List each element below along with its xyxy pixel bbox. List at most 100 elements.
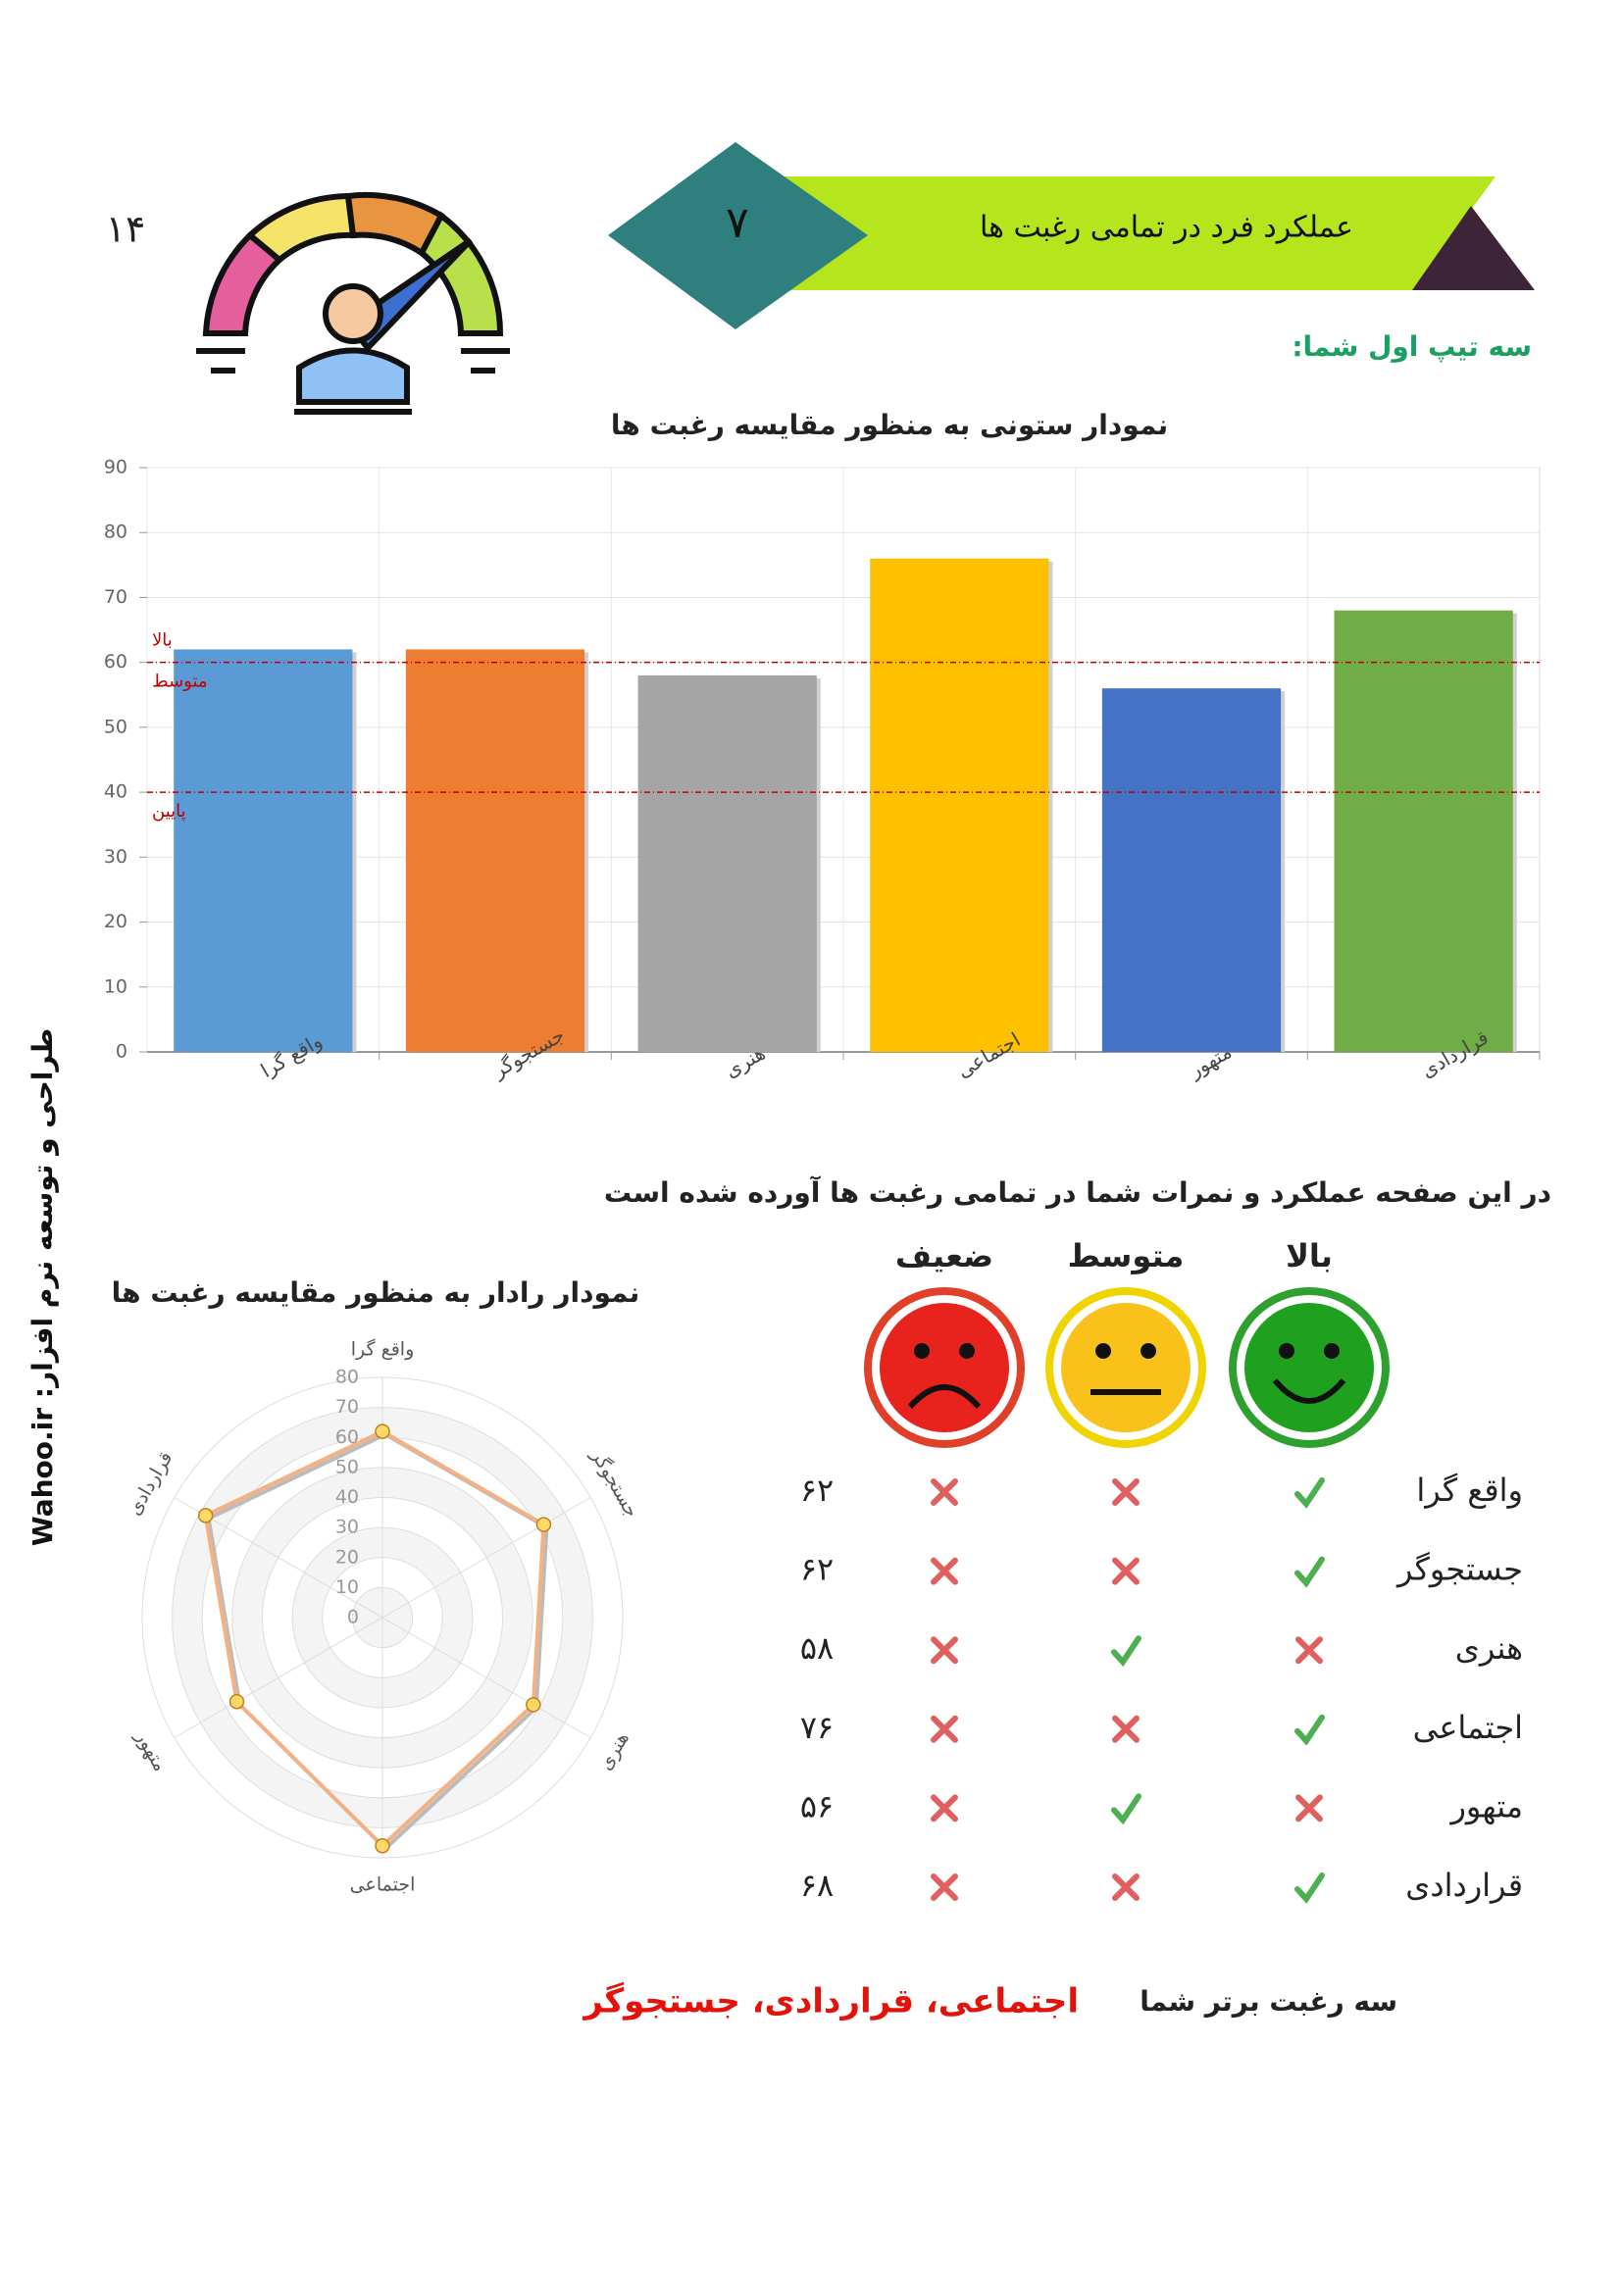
cross-mark-path [1112, 1715, 1140, 1743]
y-tick-label: 40 [104, 781, 127, 803]
row-score: ۵۶ [800, 1787, 834, 1824]
radar-tick-label: 20 [335, 1546, 359, 1568]
radar-category-label: واقع گرا [351, 1338, 415, 1361]
radar-point [228, 1694, 245, 1710]
radar-point [197, 1508, 214, 1523]
radar-tick-label: 30 [335, 1517, 359, 1538]
cross-mark-path [1295, 1794, 1323, 1822]
bar [637, 674, 817, 1052]
cross-mark [931, 1873, 958, 1901]
footer-value: اجتماعی، قراردادی، جستجوگر [582, 1982, 1079, 2021]
column-header: ضعیف [895, 1237, 993, 1274]
cross-mark-path [931, 1794, 958, 1822]
cross-mark [1295, 1794, 1323, 1822]
cross-mark-path [931, 1478, 958, 1506]
cross-mark [1112, 1715, 1140, 1743]
check-mark-path [1111, 1635, 1141, 1668]
check-mark-path [1294, 1556, 1325, 1588]
cross-mark-path [931, 1873, 958, 1901]
row-score: ۵۸ [800, 1629, 834, 1667]
reference-label: متوسط [152, 672, 208, 692]
y-tick-label: 0 [116, 1041, 127, 1063]
header-title: عملکرد فرد در تمامی رغبت ها [980, 211, 1353, 245]
bar [1101, 688, 1282, 1052]
cross-mark [1112, 1873, 1140, 1901]
check-mark [1294, 1714, 1325, 1746]
check-mark [1294, 1556, 1325, 1588]
radar-tick-label: 40 [335, 1486, 359, 1508]
radar-point [375, 1423, 390, 1439]
row-name: اجتماعی [1413, 1709, 1523, 1746]
subtitle: سه تیپ اول شما: [1292, 330, 1532, 363]
cross-mark-path [1112, 1873, 1140, 1901]
check-mark [1111, 1635, 1141, 1668]
row-score: ۷۶ [800, 1709, 834, 1746]
description: در این صفحه عملکرد و نمرات شما در تمامی … [604, 1175, 1551, 1209]
bar [1334, 610, 1513, 1052]
check-mark-path [1111, 1793, 1141, 1825]
radar-tick-label: 80 [335, 1367, 359, 1388]
cross-mark-path [1112, 1478, 1140, 1506]
row-name: قراردادی [1405, 1867, 1523, 1904]
reference-label: بالا [152, 630, 173, 651]
y-tick-label: 20 [104, 911, 127, 932]
cross-mark [931, 1794, 958, 1822]
y-tick-label: 50 [104, 716, 127, 737]
radar-tick-label: 0 [347, 1607, 359, 1628]
y-tick-label: 90 [104, 457, 127, 478]
radar-tick-label: 60 [335, 1426, 359, 1448]
radar-chart-title: نمودار رادار به منظور مقایسه رغبت ها [112, 1276, 640, 1309]
check-mark [1111, 1793, 1141, 1825]
cross-mark-path [931, 1636, 958, 1665]
radar-spoke [381, 1497, 591, 1619]
cross-mark-path [931, 1557, 958, 1585]
radar-tick-label: 10 [335, 1576, 359, 1598]
face-high [1229, 1287, 1390, 1448]
row-score: ۶۸ [800, 1867, 834, 1904]
row-score: ۶۲ [800, 1472, 834, 1509]
page-number: ۱۴ [106, 208, 146, 251]
row-name: متهور [1448, 1787, 1523, 1824]
radar-tick-label: 70 [335, 1396, 359, 1418]
header-diamond [608, 142, 868, 329]
y-tick-label: 10 [104, 975, 127, 997]
cross-mark [931, 1715, 958, 1743]
footer-label: سه رغبت برتر شما [1140, 1985, 1397, 2018]
face-low [864, 1287, 1025, 1448]
cross-mark-path [1112, 1557, 1140, 1585]
row-name: هنری [1455, 1629, 1523, 1667]
row-name: واقع گرا [1416, 1472, 1523, 1509]
bar-chart-title: نمودار ستونی به منظور مقایسه رغبت ها [611, 409, 1168, 441]
check-mark-path [1294, 1872, 1325, 1904]
cross-mark [931, 1557, 958, 1585]
radar-spoke [381, 1617, 591, 1738]
bar [405, 649, 585, 1052]
radar-category-label: اجتماعی [350, 1874, 416, 1896]
radar-tick-label: 50 [335, 1456, 359, 1477]
row-score: ۶۲ [800, 1551, 834, 1588]
header-number: ۷ [726, 198, 749, 248]
header-triangle [1412, 206, 1535, 290]
radar-category-label: متهور [130, 1726, 171, 1775]
bar [174, 649, 353, 1052]
y-tick-label: 30 [104, 846, 127, 868]
cross-mark [1112, 1557, 1140, 1585]
y-tick-label: 70 [104, 586, 127, 608]
radar-point [526, 1697, 541, 1713]
bar [870, 558, 1049, 1052]
check-mark-path [1294, 1477, 1325, 1509]
cross-mark-path [931, 1715, 958, 1743]
check-mark [1294, 1872, 1325, 1904]
column-header: متوسط [1068, 1237, 1185, 1274]
cross-mark [931, 1478, 958, 1506]
header-band [780, 176, 1495, 290]
column-header: بالا [1286, 1237, 1333, 1274]
radar-point [375, 1838, 390, 1854]
gauge-icon [196, 191, 510, 415]
y-tick-label: 80 [104, 522, 127, 543]
row-name: جستجوگر [1395, 1551, 1523, 1588]
check-mark-path [1294, 1714, 1325, 1746]
radar-category-label: هنری [594, 1728, 634, 1774]
cross-mark-path [1295, 1636, 1323, 1665]
